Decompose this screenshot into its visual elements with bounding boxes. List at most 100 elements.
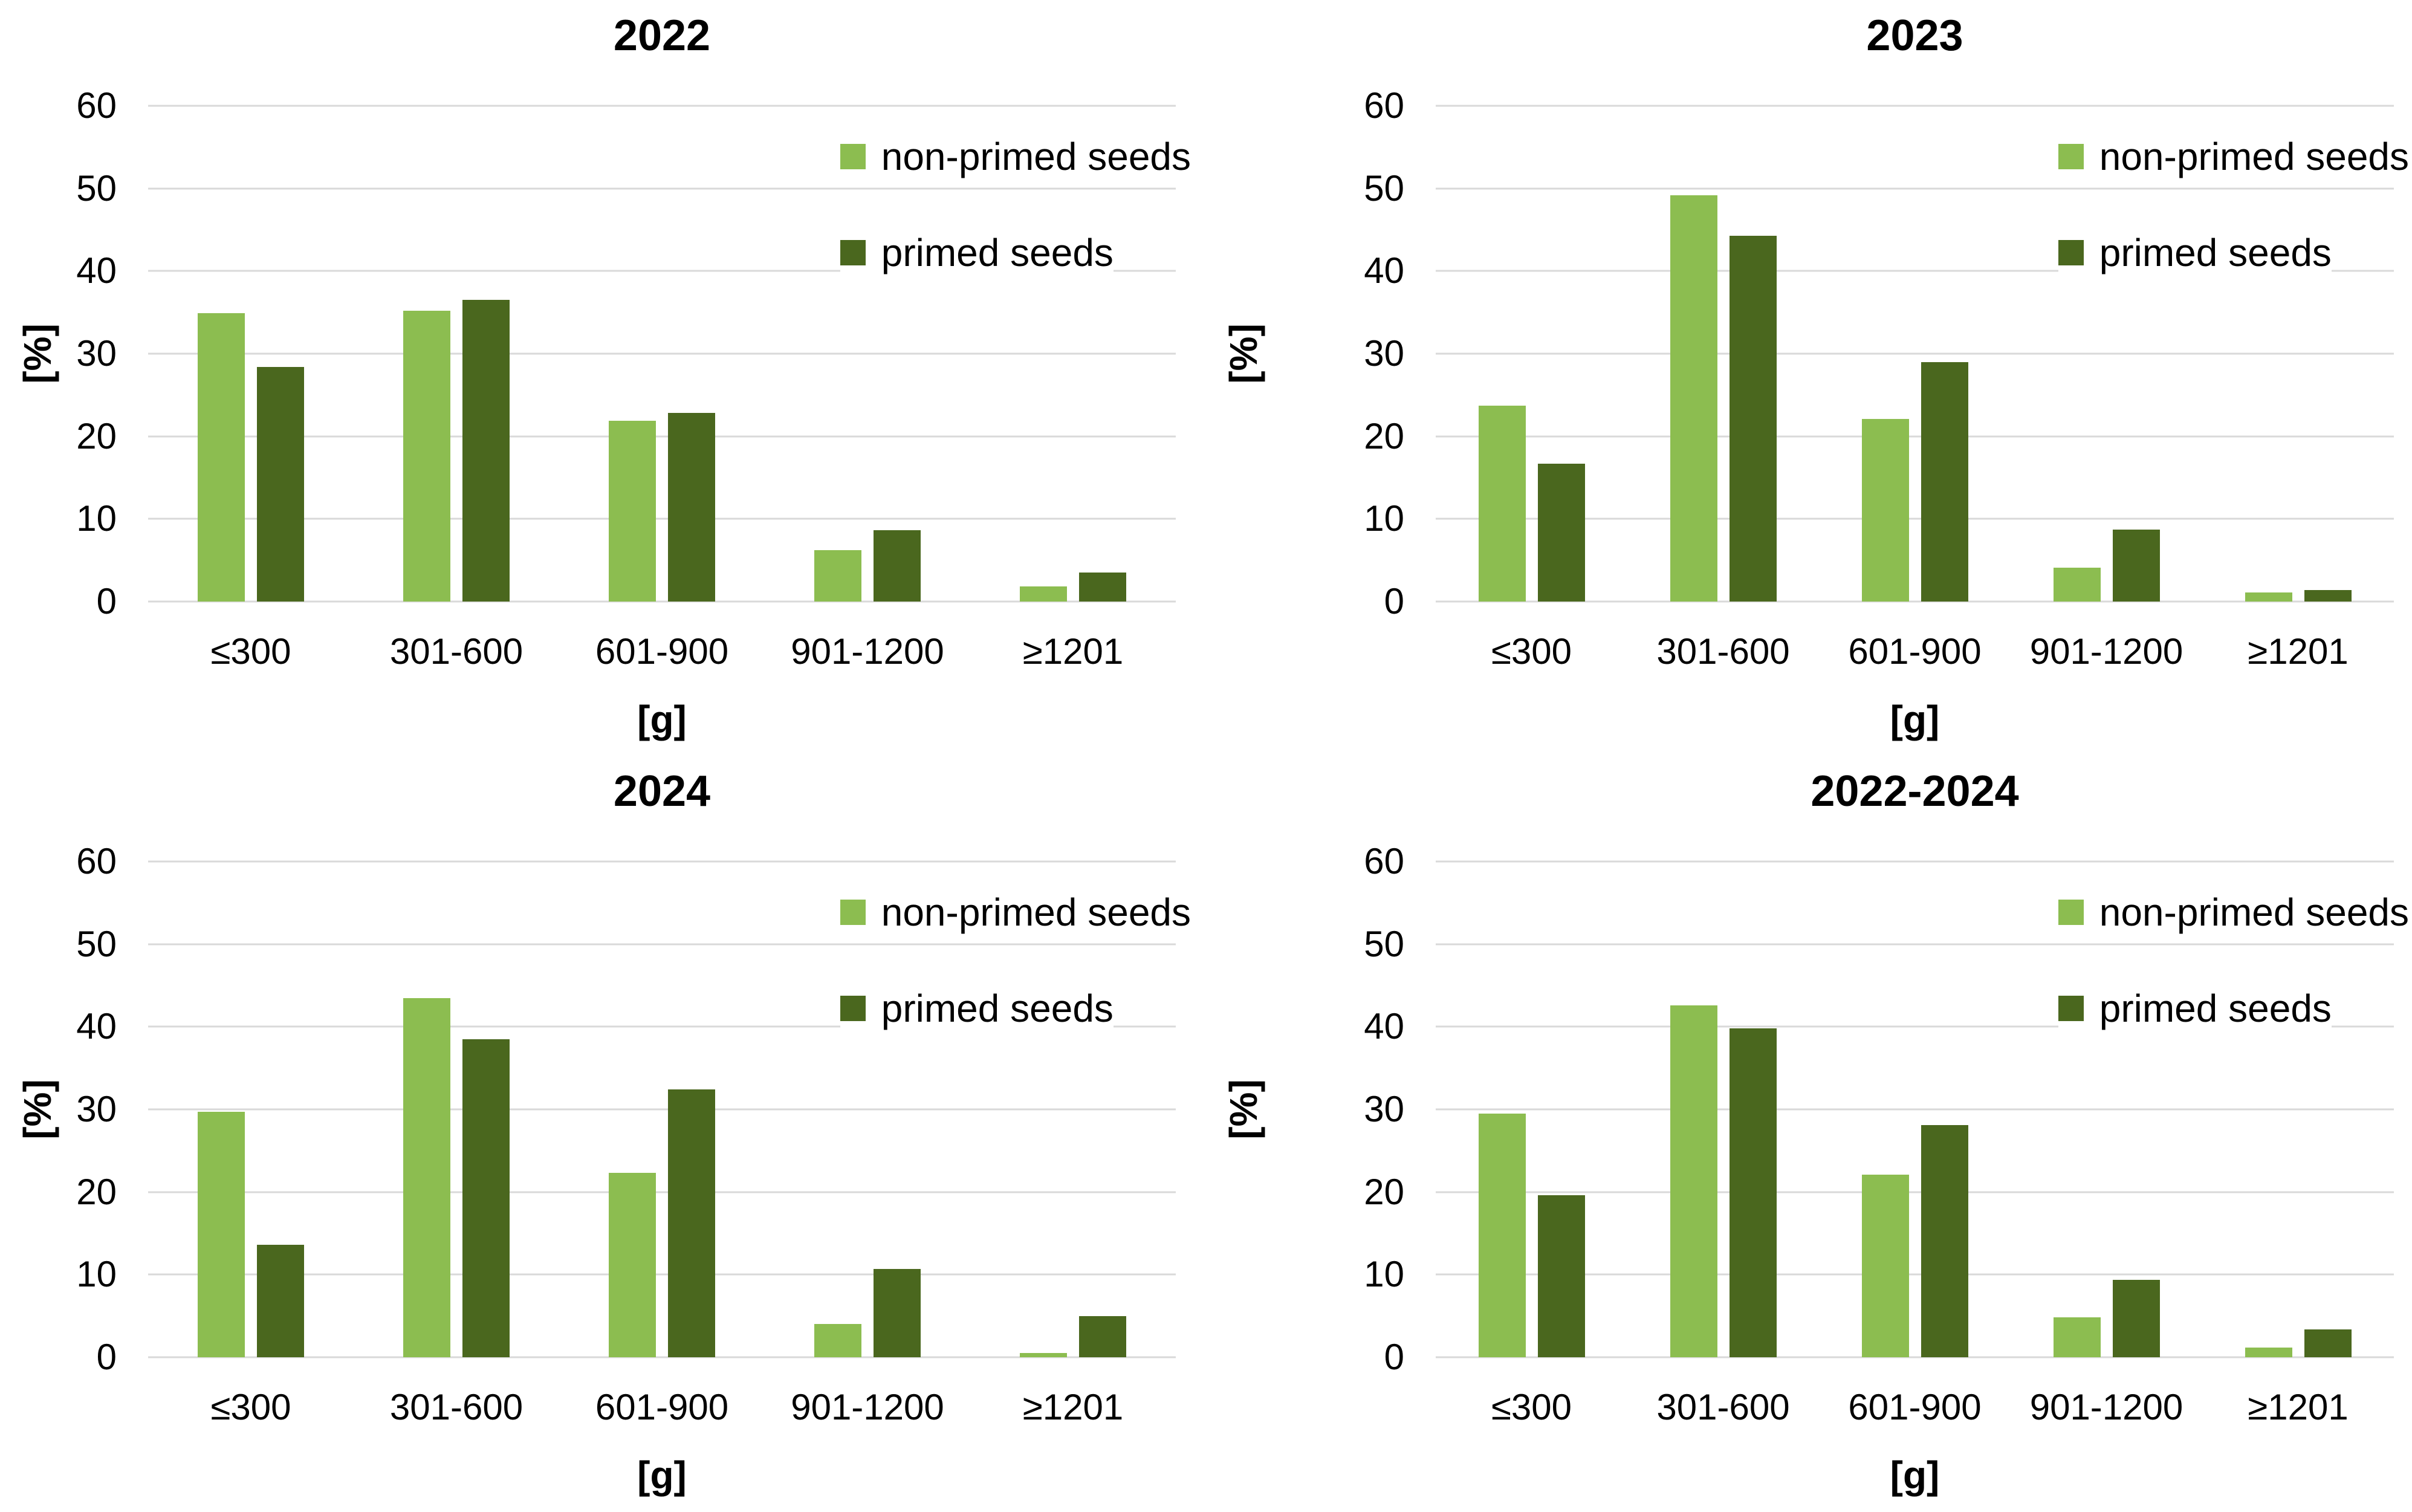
bar-primed [668, 1089, 715, 1357]
x-category-label: ≤300 [210, 1387, 291, 1427]
bar-primed [1079, 573, 1126, 602]
y-tick-label: 50 [1364, 167, 1404, 209]
x-category-label: 301-600 [389, 631, 524, 672]
chart-2022-2024: 2022-2024 [%] 0 10 20 30 40 50 60 non-primed s… [1206, 756, 2412, 1512]
plot-area: 0 10 20 30 40 50 60 non-primed seeds primed se… [1364, 88, 2409, 620]
gridline [148, 943, 1176, 946]
legend-swatch-icon [840, 996, 866, 1021]
bar-primed [2112, 1279, 2160, 1357]
y-tick-label: 20 [1364, 1171, 1404, 1212]
y-tick-label: 60 [76, 85, 117, 126]
bar-primed [874, 1268, 921, 1357]
y-tick-label: 20 [76, 415, 117, 456]
bar-non-primed [814, 550, 861, 602]
bar-primed [257, 1245, 304, 1357]
x-category-label: 901-1200 [2029, 1387, 2183, 1427]
gridline [148, 518, 1176, 520]
plot-area: 0 10 20 30 40 50 60 non-primed seeds primed se… [1364, 843, 2409, 1375]
bar-non-primed [2245, 1347, 2292, 1357]
bar-group [1627, 106, 1819, 602]
x-axis-categories: ≤300 301-600 601-900 901-1200 ≥1201 [1436, 634, 2394, 670]
y-tick-label: 30 [1364, 333, 1404, 374]
gridline [1436, 518, 2394, 520]
gridline [1436, 352, 2394, 355]
legend: non-primed seeds primed seeds [2058, 137, 2409, 272]
bar-primed [1537, 1195, 1585, 1357]
x-category-label: 301-600 [1656, 1387, 1790, 1427]
bar-non-primed [2053, 1317, 2101, 1357]
bar-non-primed [1478, 406, 1526, 602]
bar-non-primed [1478, 1113, 1526, 1357]
y-tick-label: 10 [1364, 498, 1404, 539]
gridline [148, 352, 1176, 355]
y-axis-label: [%] [1222, 323, 1265, 384]
x-axis-label: [g] [1890, 1453, 1940, 1497]
bar-primed [1921, 362, 1968, 602]
x-axis-label: [g] [637, 1453, 687, 1497]
x-category-label: 301-600 [389, 1387, 524, 1427]
y-tick-label: 50 [76, 923, 117, 964]
x-category-label: 601-900 [1848, 1387, 1982, 1427]
x-category-label: 901-1200 [2029, 631, 2183, 672]
y-tick-label: 10 [76, 498, 117, 539]
bar-primed [1079, 1316, 1126, 1357]
legend-label: non-primed seeds [881, 891, 1191, 934]
bar-group [1436, 106, 1627, 602]
gridline [148, 1191, 1176, 1193]
gridline [1436, 270, 2394, 272]
bar-group [1819, 861, 2011, 1357]
legend-item: non-primed seeds [2058, 137, 2409, 176]
y-axis-label: [%] [16, 1079, 59, 1140]
legend-item: primed seeds [840, 989, 1114, 1028]
legend-item: primed seeds [2058, 989, 2332, 1028]
gridline [1436, 1191, 2394, 1193]
gridline [148, 600, 1176, 603]
bar-non-primed [1861, 418, 1909, 602]
y-tick-label: 0 [96, 581, 117, 621]
bar-group [1436, 861, 1627, 1357]
x-axis-categories: ≤300 301-600 601-900 901-1200 ≥1201 [148, 634, 1176, 670]
bar-non-primed [198, 1112, 245, 1357]
y-tick-label: 0 [1384, 1337, 1404, 1377]
legend-swatch-icon [2058, 900, 2084, 925]
x-category-label: 601-900 [1848, 631, 1982, 672]
y-tick-label: 30 [76, 1089, 117, 1129]
legend-label: primed seeds [2099, 987, 2332, 1030]
y-tick-label: 40 [76, 250, 117, 291]
gridline [148, 860, 1176, 863]
x-category-label: ≥1201 [2248, 1387, 2349, 1427]
bar-non-primed [2053, 567, 2101, 602]
y-tick-label: 60 [1364, 85, 1404, 126]
chart-title: 2024 [613, 767, 711, 816]
legend-swatch-icon [2058, 240, 2084, 265]
bar-group [559, 106, 765, 602]
gridline [148, 1108, 1176, 1111]
gridline [148, 105, 1176, 107]
legend-swatch-icon [840, 240, 866, 265]
bar-primed [2304, 1329, 2352, 1357]
bar-primed [1729, 1028, 1777, 1357]
bar-group [354, 861, 559, 1357]
bar-group [970, 106, 1176, 602]
bar-primed [2304, 589, 2352, 602]
bar-non-primed [1020, 1353, 1067, 1357]
bar-non-primed [2245, 592, 2292, 602]
bar-primed [1921, 1124, 1968, 1357]
legend-swatch-icon [840, 900, 866, 925]
bar-non-primed [403, 310, 450, 602]
bar-non-primed [198, 313, 245, 602]
gridline [1436, 1356, 2394, 1358]
bar-non-primed [403, 998, 450, 1357]
chart-title: 2022-2024 [1811, 767, 2019, 816]
gridline [148, 1025, 1176, 1028]
gridline [1436, 435, 2394, 438]
legend-swatch-icon [2058, 144, 2084, 169]
x-category-label: ≤300 [1491, 631, 1572, 672]
bar-group [2202, 861, 2394, 1357]
bar-non-primed [609, 1173, 656, 1357]
legend-label: primed seeds [881, 987, 1114, 1030]
bar-group [765, 106, 970, 602]
chart-2024: 2024 [%] 0 10 20 30 40 50 60 non-primed seeds … [0, 756, 1206, 1512]
x-axis-label: [g] [1890, 698, 1940, 741]
gridline [1436, 860, 2394, 863]
